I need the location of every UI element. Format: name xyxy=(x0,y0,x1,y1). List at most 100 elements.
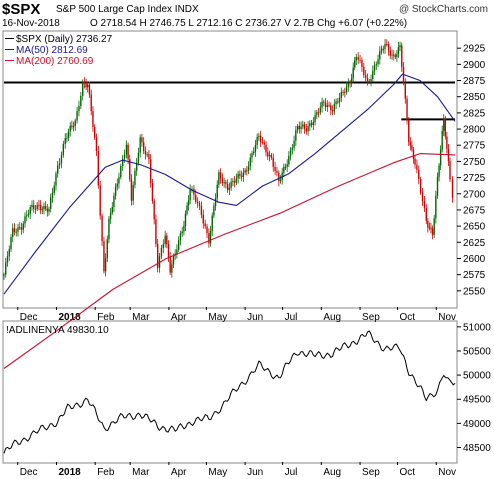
price-candle-body xyxy=(57,165,59,174)
price-candle-body xyxy=(375,64,377,66)
price-candle-body xyxy=(389,50,391,56)
price-panel: 2550 2575 2600 2625 2650 2675 2700 2725 2750 2775… xyxy=(3,38,486,369)
price-candle-body xyxy=(72,126,75,128)
price-candle-body xyxy=(298,125,301,130)
price-candle-body xyxy=(399,45,401,48)
price-candle-body xyxy=(239,173,241,176)
price-candle-body xyxy=(347,82,350,87)
price-candle-body xyxy=(48,208,50,212)
breadth-x-tick-label: Mar xyxy=(132,467,150,478)
price-candle-body xyxy=(278,172,280,182)
price-candle-body xyxy=(363,66,365,76)
price-candle-body xyxy=(379,51,381,60)
price-candle-body xyxy=(44,206,47,209)
price-candle-body xyxy=(368,80,370,82)
price-candle-body xyxy=(67,131,70,138)
price-candle-body xyxy=(373,65,376,71)
legend-ma50: MA(50) 2812.69 xyxy=(16,45,88,56)
price-candle-body xyxy=(223,182,225,184)
price-candle-body xyxy=(312,122,315,126)
price-candle-body xyxy=(114,186,117,196)
price-x-tick-label: Mar xyxy=(132,312,150,323)
price-candle-body xyxy=(412,149,415,159)
price-candle-body xyxy=(289,149,292,156)
price-y-tick-label: 2700 xyxy=(463,189,486,200)
price-candle-body xyxy=(193,188,195,195)
price-candle-body xyxy=(349,82,351,84)
price-candle-body xyxy=(41,209,44,211)
price-candle-body xyxy=(293,140,295,148)
price-candle-body xyxy=(256,137,258,145)
price-y-tick-label: 2825 xyxy=(463,108,486,119)
price-candle-body xyxy=(166,235,168,244)
price-candle-body xyxy=(237,173,239,179)
breadth-x-tick-label: May xyxy=(208,467,227,478)
breadth-y-tick-label: 48500 xyxy=(463,443,491,454)
price-candle-body xyxy=(64,138,66,144)
price-candle-body xyxy=(333,104,336,112)
price-candle-body xyxy=(323,101,325,103)
price-candle-body xyxy=(51,192,54,198)
price-candle-body xyxy=(316,112,318,115)
breadth-x-tick-label: Oct xyxy=(400,467,416,478)
price-candle-body xyxy=(428,227,431,229)
price-candle-body xyxy=(436,176,439,196)
price-candle-body xyxy=(235,178,238,183)
price-candle-body xyxy=(200,205,203,215)
price-y-tick-label: 2900 xyxy=(463,60,486,71)
price-candle-body xyxy=(125,144,128,155)
breadth-x-tick-label: Jul xyxy=(285,467,298,478)
breadth-title: !ADLINENYA 49830.10 xyxy=(6,325,109,336)
price-candle-body xyxy=(85,83,87,88)
price-candle-body xyxy=(38,204,40,206)
price-candle-body xyxy=(330,105,332,111)
legend-price: $SPX (Daily) 2736.27 xyxy=(16,34,113,45)
breadth-x-tick-label: 2018 xyxy=(58,467,81,478)
price-candle-body xyxy=(354,60,356,68)
price-x-tick-label: 2018 xyxy=(58,312,81,323)
price-candle-body xyxy=(309,123,311,127)
price-candle-body xyxy=(302,124,304,127)
price-candle-body xyxy=(206,226,208,234)
price-candle-body xyxy=(151,183,154,201)
price-y-tick-label: 2575 xyxy=(463,270,486,281)
price-candle-body xyxy=(109,212,112,219)
price-candle-body xyxy=(435,195,437,219)
price-candle-body xyxy=(414,158,416,165)
price-candle-body xyxy=(384,43,386,50)
price-candle-body xyxy=(411,145,413,150)
price-candle-body xyxy=(20,227,23,230)
quote-date: 16-Nov-2018 xyxy=(2,18,60,29)
price-candle-body xyxy=(19,227,21,229)
price-candle-body xyxy=(22,223,24,230)
price-candle-body xyxy=(425,207,427,221)
price-y-tick-label: 2625 xyxy=(463,238,486,249)
price-candle-body xyxy=(13,228,16,233)
price-candle-body xyxy=(253,151,255,154)
price-candle-body xyxy=(335,101,337,105)
price-candle-body xyxy=(101,215,103,242)
price-candle-body xyxy=(121,158,124,167)
price-candle-body xyxy=(319,107,322,113)
price-candle-body xyxy=(431,228,434,235)
price-candle-body xyxy=(137,152,140,163)
price-candle-body xyxy=(272,157,274,167)
price-candle-body xyxy=(377,59,379,65)
price-candle-body xyxy=(118,177,120,184)
price-candle-body xyxy=(46,208,49,212)
price-candle-body xyxy=(167,243,170,258)
ma50-line xyxy=(3,73,456,295)
price-candle-body xyxy=(171,264,173,273)
price-candle-body xyxy=(267,152,269,157)
breadth-x-tick-label: Dec xyxy=(20,467,38,478)
price-candle-body xyxy=(408,120,410,143)
price-candle-body xyxy=(427,220,429,228)
chart-header: $SPX S&P 500 Large Cap Index INDX 16-Nov… xyxy=(0,0,494,30)
price-candle-body xyxy=(103,241,105,272)
price-candle-body xyxy=(97,150,100,186)
price-candle-body xyxy=(153,200,155,220)
price-candle-body xyxy=(386,43,388,45)
price-candle-body xyxy=(179,233,182,241)
price-candle-body xyxy=(300,126,302,130)
price-x-tick-label: Oct xyxy=(400,312,416,323)
